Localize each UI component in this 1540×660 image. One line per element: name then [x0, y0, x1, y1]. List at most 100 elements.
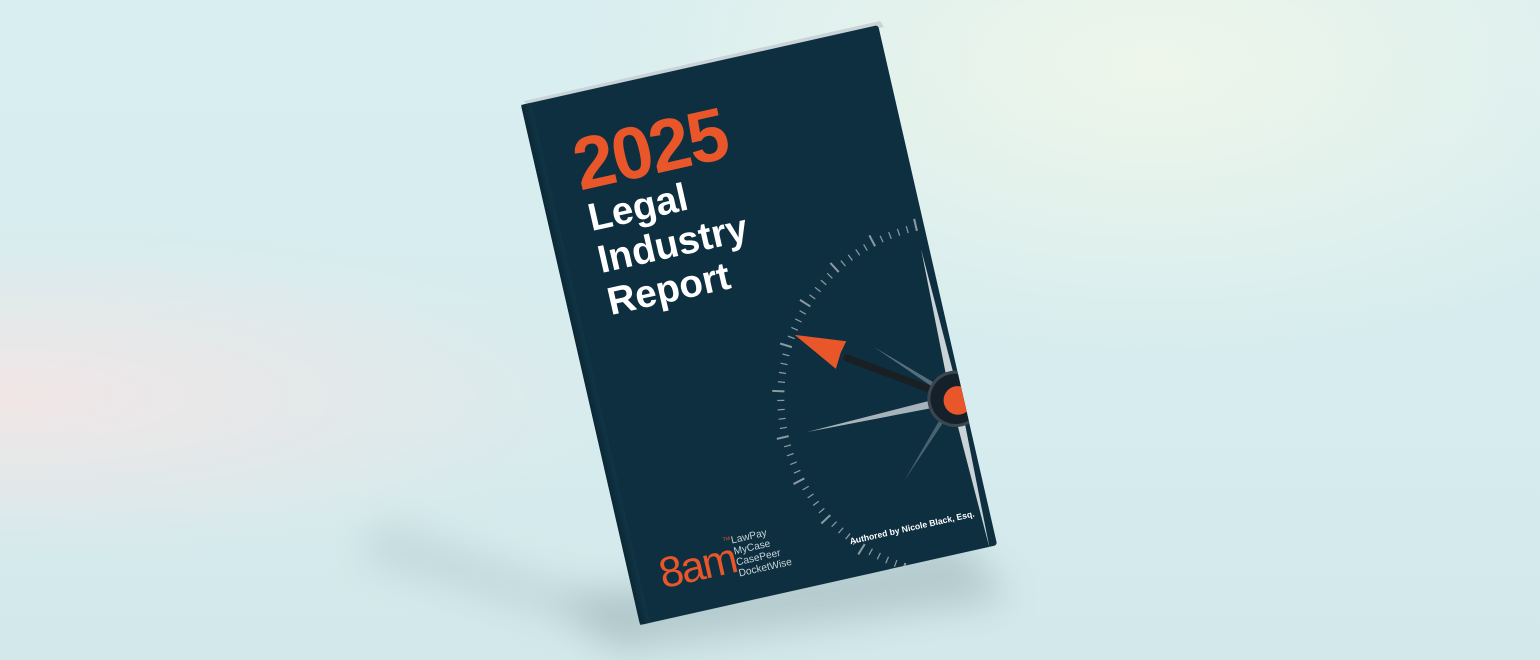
compass-tick — [951, 219, 954, 227]
compass-tick — [789, 461, 798, 466]
compass-tick — [1044, 243, 1054, 253]
compass-tick — [776, 435, 789, 440]
compass-tick — [885, 556, 890, 564]
compass-tick — [876, 552, 881, 560]
compass-tick — [1122, 359, 1134, 362]
compass-tick — [1117, 342, 1124, 344]
compass-tick — [838, 527, 844, 534]
book-shadow-side — [360, 520, 640, 640]
compass-tick — [1126, 387, 1133, 390]
compass-tick — [1052, 253, 1058, 259]
compass-tick — [1114, 333, 1121, 336]
compass-tick — [852, 538, 858, 546]
compass-tick — [896, 228, 901, 236]
compass-tick — [992, 566, 998, 580]
compass-tick — [818, 507, 825, 514]
compass-tick — [913, 218, 918, 232]
compass-tick — [1003, 565, 1005, 572]
compass-tick — [1100, 489, 1110, 499]
compass-tick — [812, 500, 820, 507]
compass-tick — [1126, 414, 1133, 418]
compass-tick — [1043, 547, 1047, 554]
compass-tick — [1037, 243, 1043, 249]
compass-tick — [933, 220, 936, 228]
compass-tick — [1124, 369, 1131, 371]
compass-tick — [1060, 259, 1066, 265]
compass-tick — [799, 310, 807, 315]
compass-tick — [820, 514, 831, 525]
compass-tick — [1113, 466, 1120, 471]
book-cover: 2025 Legal Industry Report 8am TM LawPay… — [521, 25, 1138, 625]
compass-tick — [779, 342, 793, 349]
compass-tick — [1126, 404, 1138, 410]
compass-tick — [1121, 441, 1128, 446]
compass-tick — [996, 225, 998, 233]
compass-tick — [893, 559, 898, 567]
compass-tick — [863, 244, 868, 251]
compass-tick — [783, 444, 792, 448]
compass-tick — [1058, 537, 1062, 544]
compass-tick — [888, 231, 892, 239]
compass-tick — [1090, 505, 1096, 511]
compass-tick — [1126, 396, 1133, 399]
compass-tick — [794, 318, 802, 323]
compass-tick — [777, 381, 786, 384]
compass-tick — [1109, 474, 1115, 480]
compass-point — [955, 365, 998, 399]
compass-needle-arrow — [794, 334, 847, 369]
compass-tick — [1119, 448, 1131, 456]
compass-tick — [1065, 531, 1070, 538]
compass-tick — [1078, 519, 1083, 526]
compass-tick — [777, 399, 785, 402]
compass-tick — [905, 225, 909, 234]
logo-tm: TM — [722, 536, 730, 543]
compass-tick — [1097, 300, 1104, 304]
compass-tick — [809, 294, 816, 300]
compass-tick — [829, 262, 840, 273]
compass-tick — [778, 417, 786, 420]
compass-tick — [1072, 524, 1080, 536]
compass-tick — [782, 353, 790, 357]
compass-tick — [1120, 351, 1127, 353]
compass-tick — [793, 469, 801, 474]
compass-tick — [868, 548, 873, 556]
compass-tick — [1051, 542, 1055, 549]
compass-tick — [1011, 562, 1013, 569]
compass-tick — [857, 543, 866, 555]
compass-tick — [1029, 238, 1035, 244]
compass-tick — [1086, 285, 1093, 290]
compass-tick — [942, 219, 945, 228]
compass-tick — [793, 477, 805, 485]
book-shadow — [560, 540, 1010, 650]
compass-tick — [799, 298, 811, 308]
compass-tick — [868, 234, 876, 247]
compass-tick — [1019, 559, 1022, 566]
compass-point — [921, 248, 956, 399]
compass-tick — [855, 249, 861, 256]
compass-tick — [1079, 274, 1091, 282]
compass-tick — [1105, 482, 1111, 488]
compass-point — [955, 398, 990, 549]
compass-tick — [814, 286, 821, 293]
compass-tick — [787, 335, 795, 340]
compass-tick — [1106, 314, 1118, 320]
compass-tick — [831, 521, 837, 528]
compass-tick — [779, 426, 788, 430]
compass-tick — [1123, 432, 1130, 436]
compass-tick — [1003, 223, 1011, 235]
compass-tick — [1091, 292, 1098, 296]
compass-tick — [791, 326, 799, 331]
compass-tick — [778, 371, 787, 375]
compass-tick — [772, 389, 785, 393]
compass-tick — [1125, 423, 1132, 427]
compass-tick — [807, 493, 814, 499]
compass-tick — [1110, 324, 1117, 327]
compass-tick — [1028, 555, 1031, 562]
compass-tick — [780, 362, 788, 366]
compass-tick — [826, 272, 833, 279]
compass-tick — [1116, 458, 1123, 463]
compass-tick — [960, 214, 963, 227]
compass-tick — [1073, 271, 1080, 276]
compass-tick — [840, 260, 846, 267]
